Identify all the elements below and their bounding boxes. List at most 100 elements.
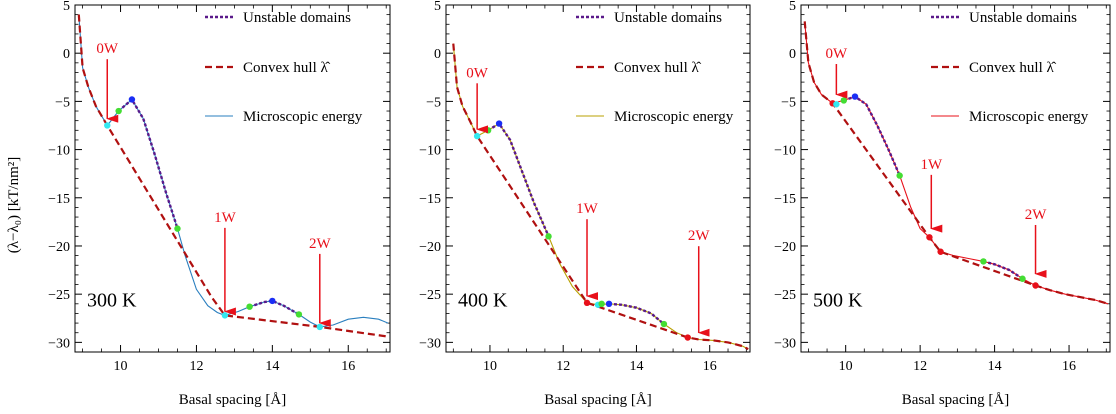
x-axis-label: Basal spacing [Å]: [544, 392, 651, 408]
series-unstable-domain: [249, 299, 300, 316]
y-tick-label: −30: [419, 336, 441, 351]
legend-label-unstable: Unstable domains: [969, 10, 1077, 26]
annotation-label: 0W: [466, 65, 489, 81]
series-unstable-domain: [117, 97, 179, 229]
y-tick-label: −5: [426, 95, 441, 110]
series-unstable-domain: [487, 121, 550, 237]
temperature-label: 400 K: [458, 290, 508, 312]
annotation-label: 0W: [826, 46, 849, 62]
legend-label-micro: Microscopic energy: [969, 109, 1089, 125]
y-tick-label: −5: [781, 95, 796, 110]
chart-panel-3: 5 0 −5 −10 −15 −20 −25 −30 10 12 14 16 Basal spacing…: [774, 0, 1111, 408]
legend: Unstable domains Convex hull λ̂ Microscopi…: [931, 10, 1089, 125]
data-point: [833, 101, 840, 108]
data-point: [221, 312, 229, 319]
data-point: [660, 320, 668, 328]
annotation-label: 2W: [1025, 207, 1048, 223]
x-tick-label: 14: [988, 359, 1002, 374]
plot-area: [77, 14, 389, 338]
data-point: [980, 258, 987, 265]
annotation-label: 2W: [309, 236, 332, 252]
y-tick-label: −10: [774, 144, 796, 159]
series-unstable-domain: [983, 260, 1024, 280]
x-axis-label: Basal spacing [Å]: [179, 392, 286, 408]
x-tick-label: 12: [189, 359, 203, 374]
data-point: [246, 303, 253, 310]
y-tick-label: −10: [48, 144, 70, 159]
series-convex-hull: [803, 21, 1109, 305]
y-tick-label: −15: [774, 192, 796, 207]
x-tick-label: 12: [556, 359, 570, 374]
y-tick-label: 0: [434, 47, 441, 62]
x-tick-label: 16: [341, 359, 355, 374]
data-point: [104, 122, 111, 129]
y-tick-label: −15: [419, 192, 441, 207]
data-point: [473, 132, 481, 140]
y-tick-label: 0: [789, 47, 796, 62]
x-axis-label: Basal spacing [Å]: [902, 392, 1009, 408]
x-tick-label: 16: [1062, 359, 1076, 374]
data-point: [840, 97, 848, 104]
legend: Unstable domains Convex hull λ̂ Microscopi…: [205, 10, 363, 125]
data-point: [1032, 282, 1039, 289]
y-tick-label: −20: [48, 240, 70, 255]
x-tick-label: 10: [839, 359, 853, 374]
data-point: [269, 297, 276, 305]
y-tick-label: −10: [419, 144, 441, 159]
x-tick-label: 10: [483, 359, 497, 374]
y-tick-label: 5: [789, 0, 796, 14]
series-microscopic-energy: [804, 21, 1109, 305]
y-tick-label: 0: [63, 47, 70, 62]
data-point: [605, 300, 613, 308]
x-tick-label: 16: [703, 359, 717, 374]
legend-label-unstable: Unstable domains: [243, 10, 351, 26]
y-tick-label: −25: [419, 288, 441, 303]
data-point: [1019, 275, 1026, 282]
legend-label-micro: Microscopic energy: [614, 109, 734, 125]
y-tick-label: 5: [63, 0, 70, 14]
chart-panel-1: 5 0 −5 −10 −15 −20 −25 −30 10 12 14 16 Basal spacing…: [48, 0, 391, 408]
plot-area: [803, 21, 1109, 305]
data-point: [684, 334, 691, 341]
data-point: [495, 120, 503, 127]
legend-label-hull: Convex hull λ̂: [614, 60, 702, 76]
y-axis-label: (λ−λ₀) [kT/nm²]: [6, 157, 22, 253]
x-tick-label: 14: [629, 359, 643, 374]
annotation-label: 1W: [214, 210, 237, 226]
legend: Unstable domains Convex hull λ̂ Microscopi…: [576, 10, 734, 125]
data-point: [896, 172, 903, 179]
annotation-label: 2W: [688, 228, 711, 244]
plot-area: [452, 43, 749, 351]
series-convex-hull: [452, 43, 749, 351]
y-tick-label: −5: [55, 95, 70, 110]
y-tick-label: −20: [774, 240, 796, 255]
x-tick-label: 14: [265, 359, 279, 374]
data-point: [295, 311, 303, 318]
x-tick-label: 12: [913, 359, 927, 374]
y-tick-label: −25: [48, 288, 70, 303]
legend-label-unstable: Unstable domains: [614, 10, 722, 26]
data-point: [926, 234, 933, 241]
y-tick-label: −30: [48, 336, 70, 351]
data-point: [316, 323, 323, 331]
data-point: [484, 127, 492, 134]
legend-label-hull: Convex hull λ̂: [243, 60, 331, 76]
annotation-label: 1W: [576, 201, 599, 217]
series-convex-hull: [77, 14, 389, 338]
y-tick-label: −25: [774, 288, 796, 303]
y-tick-label: 5: [434, 0, 441, 14]
data-point: [115, 107, 122, 115]
data-point: [583, 299, 591, 307]
series-microscopic-energy: [78, 14, 389, 328]
data-point: [851, 93, 859, 100]
y-tick-label: −15: [48, 192, 70, 207]
data-point: [174, 225, 181, 232]
x-tick-label: 10: [114, 359, 128, 374]
annotation-label: 0W: [96, 41, 119, 57]
temperature-label: 300 K: [87, 290, 137, 312]
series-unstable-domain: [843, 95, 901, 177]
data-point: [128, 96, 136, 103]
data-point: [545, 233, 552, 240]
legend-label-micro: Microscopic energy: [243, 109, 363, 125]
